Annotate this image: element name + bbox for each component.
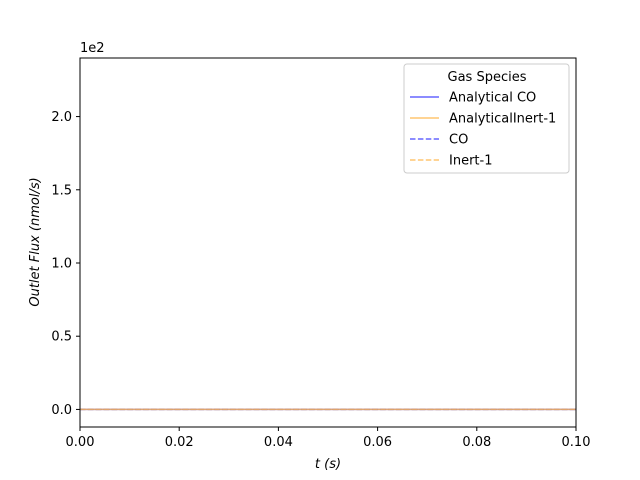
- y-tick-label: 2.0: [51, 110, 72, 125]
- x-tick-label: 0.04: [264, 435, 293, 450]
- legend-entry-label: CO: [449, 133, 468, 148]
- x-tick-label: 0.08: [462, 435, 491, 450]
- x-tick-label: 0.10: [562, 435, 591, 450]
- legend: Gas Species Analytical CO AnalyticalInert…: [403, 63, 570, 174]
- y-axis-label: Outlet Flux (nmol/s): [28, 177, 43, 306]
- legend-box: [403, 63, 570, 174]
- x-tick-label: 0.06: [363, 435, 392, 450]
- y-tick-label: 1.0: [51, 257, 72, 272]
- y-tick-label: 1.5: [51, 183, 72, 198]
- y-tick-label: 0.5: [51, 330, 72, 345]
- legend-entry-label: Analytical CO: [449, 91, 536, 106]
- legend-title: Gas Species: [448, 70, 527, 85]
- plot-frame: [79, 57, 577, 428]
- x-tick-label: 0.00: [66, 435, 95, 450]
- y-tick-label: 0.0: [51, 403, 72, 418]
- x-axis-label: t (s): [315, 457, 341, 472]
- ticks-layer: 0.00 0.02 0.04 0.06 0.08 0.10 0.0 0.5 1.0 1.5 2.0: [51, 110, 590, 450]
- legend-items: Analytical CO AnalyticalInert-1 CO Inert-1: [410, 91, 556, 169]
- legend-entry-label: Inert-1: [449, 154, 492, 169]
- x-tick-label: 0.02: [165, 435, 194, 450]
- legend-entry-label: AnalyticalInert-1: [449, 112, 556, 127]
- y-offset-label: 1e2: [80, 41, 105, 56]
